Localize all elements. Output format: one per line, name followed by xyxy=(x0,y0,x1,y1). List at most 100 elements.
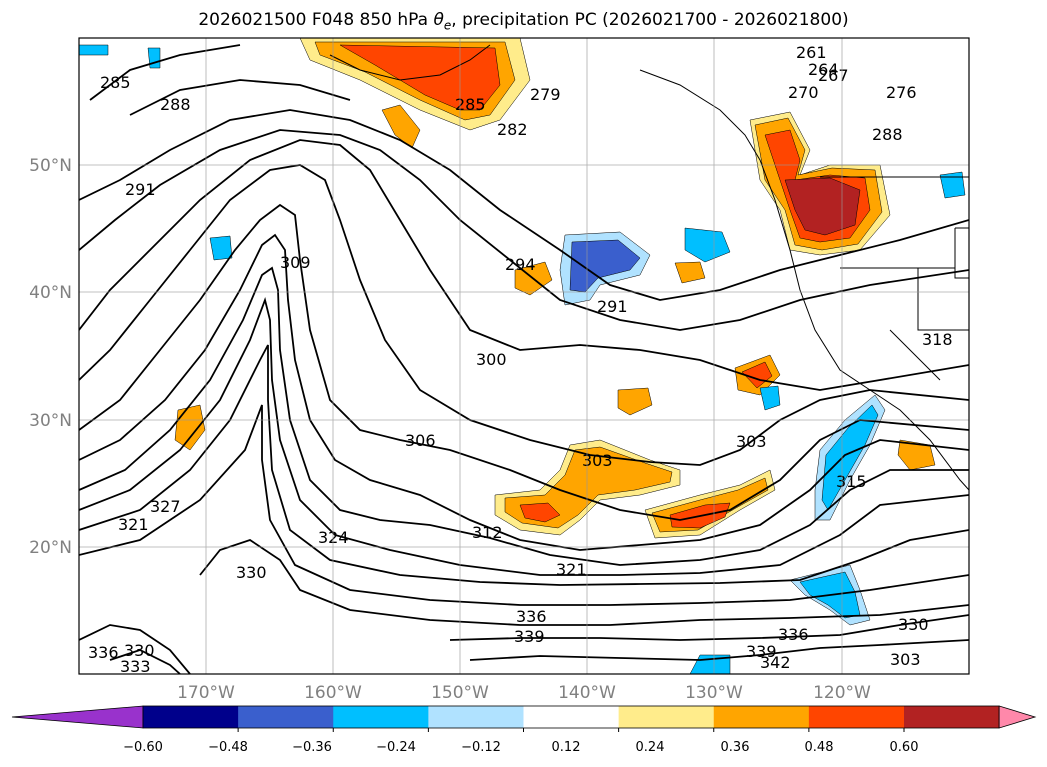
cb-label-0: −0.60 xyxy=(123,740,163,755)
border-state4 xyxy=(954,227,969,279)
colorbar-segment xyxy=(904,706,1000,728)
clab-276: 276 xyxy=(886,83,917,102)
lon-tick-labels: 170°W 160°W 150°W 140°W 130°W 120°W xyxy=(177,683,871,703)
clab-303: 303 xyxy=(582,451,613,470)
clab-285b: 285 xyxy=(100,73,131,92)
contour-309 xyxy=(79,233,969,551)
cb-label-6: 0.24 xyxy=(636,740,665,755)
colorbar-segment xyxy=(523,706,620,728)
cb-label-8: 0.48 xyxy=(805,740,834,755)
border-state2 xyxy=(917,268,969,331)
contour-291 xyxy=(79,109,969,301)
coastline-layer xyxy=(329,44,969,491)
clab-291: 291 xyxy=(125,180,156,199)
fill-neg-smallD xyxy=(147,47,161,69)
clab-306: 306 xyxy=(405,431,436,450)
contour-285 xyxy=(89,44,241,101)
clab-312: 312 xyxy=(472,523,503,542)
clab-270: 270 xyxy=(788,83,819,102)
colorbar-segment xyxy=(428,706,524,728)
clab-303b: 303 xyxy=(736,432,767,451)
colorbar-extend-low xyxy=(11,705,144,729)
contour-312 xyxy=(79,266,969,566)
cb-label-1: −0.48 xyxy=(208,740,248,755)
clab-282: 282 xyxy=(497,120,528,139)
colorbar-segment xyxy=(238,706,334,728)
lon-tick-140: 140°W xyxy=(558,683,616,703)
contour-layer xyxy=(79,44,969,674)
map-title: 2026021500 F048 850 hPa θe, precipitatio… xyxy=(198,10,849,33)
clab-309: 309 xyxy=(280,253,311,272)
clab-330: 330 xyxy=(236,563,267,582)
coastline-na xyxy=(639,69,969,491)
lon-tick-150: 150°W xyxy=(431,683,489,703)
clab-288b: 288 xyxy=(872,125,903,144)
clab-336b: 336 xyxy=(778,625,809,644)
clab-327: 327 xyxy=(150,497,181,516)
cb-label-2: −0.36 xyxy=(292,740,332,755)
lon-tick-170: 170°W xyxy=(177,683,235,703)
colorbar-segment xyxy=(618,706,715,728)
lat-tick-labels: 20°N 30°N 40°N 50°N xyxy=(29,156,72,558)
colorbar-segment xyxy=(143,706,239,728)
clab-267: 267 xyxy=(818,66,849,85)
clab-342: 342 xyxy=(760,653,791,672)
colorbar xyxy=(11,705,1037,732)
contour-315 xyxy=(79,296,969,576)
colorbar-segment xyxy=(333,706,429,728)
cb-label-3: −0.24 xyxy=(376,740,416,755)
contour-336 xyxy=(79,624,191,674)
lat-tick-50: 50°N xyxy=(29,156,72,176)
contour-330 xyxy=(199,539,969,626)
clab-285: 285 xyxy=(455,95,486,114)
clab-261: 261 xyxy=(796,43,827,62)
clab-279: 279 xyxy=(530,85,561,104)
colorbar-labels: −0.60 −0.48 −0.36 −0.24 −0.12 0.12 0.24 … xyxy=(123,740,918,755)
clab-330c: 330 xyxy=(898,615,929,634)
fill-pos-smallB xyxy=(674,261,706,284)
fill-pos-south-core xyxy=(519,502,561,523)
fill-pos-small-nw xyxy=(381,104,421,149)
lon-tick-120: 120°W xyxy=(813,683,871,703)
fill-pos-smallF xyxy=(174,404,206,451)
lat-tick-30: 30°N xyxy=(29,411,72,431)
contour-306 xyxy=(79,203,969,521)
clab-303c: 303 xyxy=(890,650,921,669)
lat-tick-40: 40°N xyxy=(29,283,72,303)
fill-neg-smallC xyxy=(759,385,781,411)
contour-300 xyxy=(79,139,969,391)
cb-label-4: −0.12 xyxy=(461,740,501,755)
map-frame xyxy=(78,37,970,675)
colorbar-segment xyxy=(808,706,905,728)
contour-327 xyxy=(79,404,969,606)
clab-318: 318 xyxy=(922,330,953,349)
colorbar-extend-high xyxy=(998,705,1037,729)
clab-339b: 339 xyxy=(746,642,777,661)
clab-333: 333 xyxy=(120,657,151,676)
clab-288: 288 xyxy=(160,95,191,114)
clab-321b: 321 xyxy=(118,515,149,534)
fill-neg-c2 xyxy=(684,227,731,263)
clab-336: 336 xyxy=(516,607,547,626)
clab-339: 339 xyxy=(514,627,545,646)
contour-339 xyxy=(469,639,969,661)
fill-neg-smallA xyxy=(209,235,233,261)
contour-label-layer: 261 264 267 270 276 279 282 285 285 288 … xyxy=(88,43,953,676)
clab-330b: 330 xyxy=(124,641,155,660)
contour-closed-1 xyxy=(109,649,181,674)
gridlines xyxy=(79,38,969,674)
clab-264: 264 xyxy=(808,60,839,79)
colorbar-frame xyxy=(142,705,1000,729)
clab-294: 294 xyxy=(505,255,536,274)
fill-neg-smallE xyxy=(79,44,109,56)
contour-288 xyxy=(129,79,351,116)
lon-tick-160: 160°W xyxy=(304,683,362,703)
fill-neg-central-core xyxy=(569,239,641,293)
clab-300: 300 xyxy=(476,350,507,369)
cb-label-7: 0.36 xyxy=(721,740,750,755)
clab-315: 315 xyxy=(836,472,867,491)
precip-fill-layer xyxy=(79,38,966,674)
clab-321: 321 xyxy=(556,560,587,579)
cb-label-9: 0.60 xyxy=(890,740,919,755)
